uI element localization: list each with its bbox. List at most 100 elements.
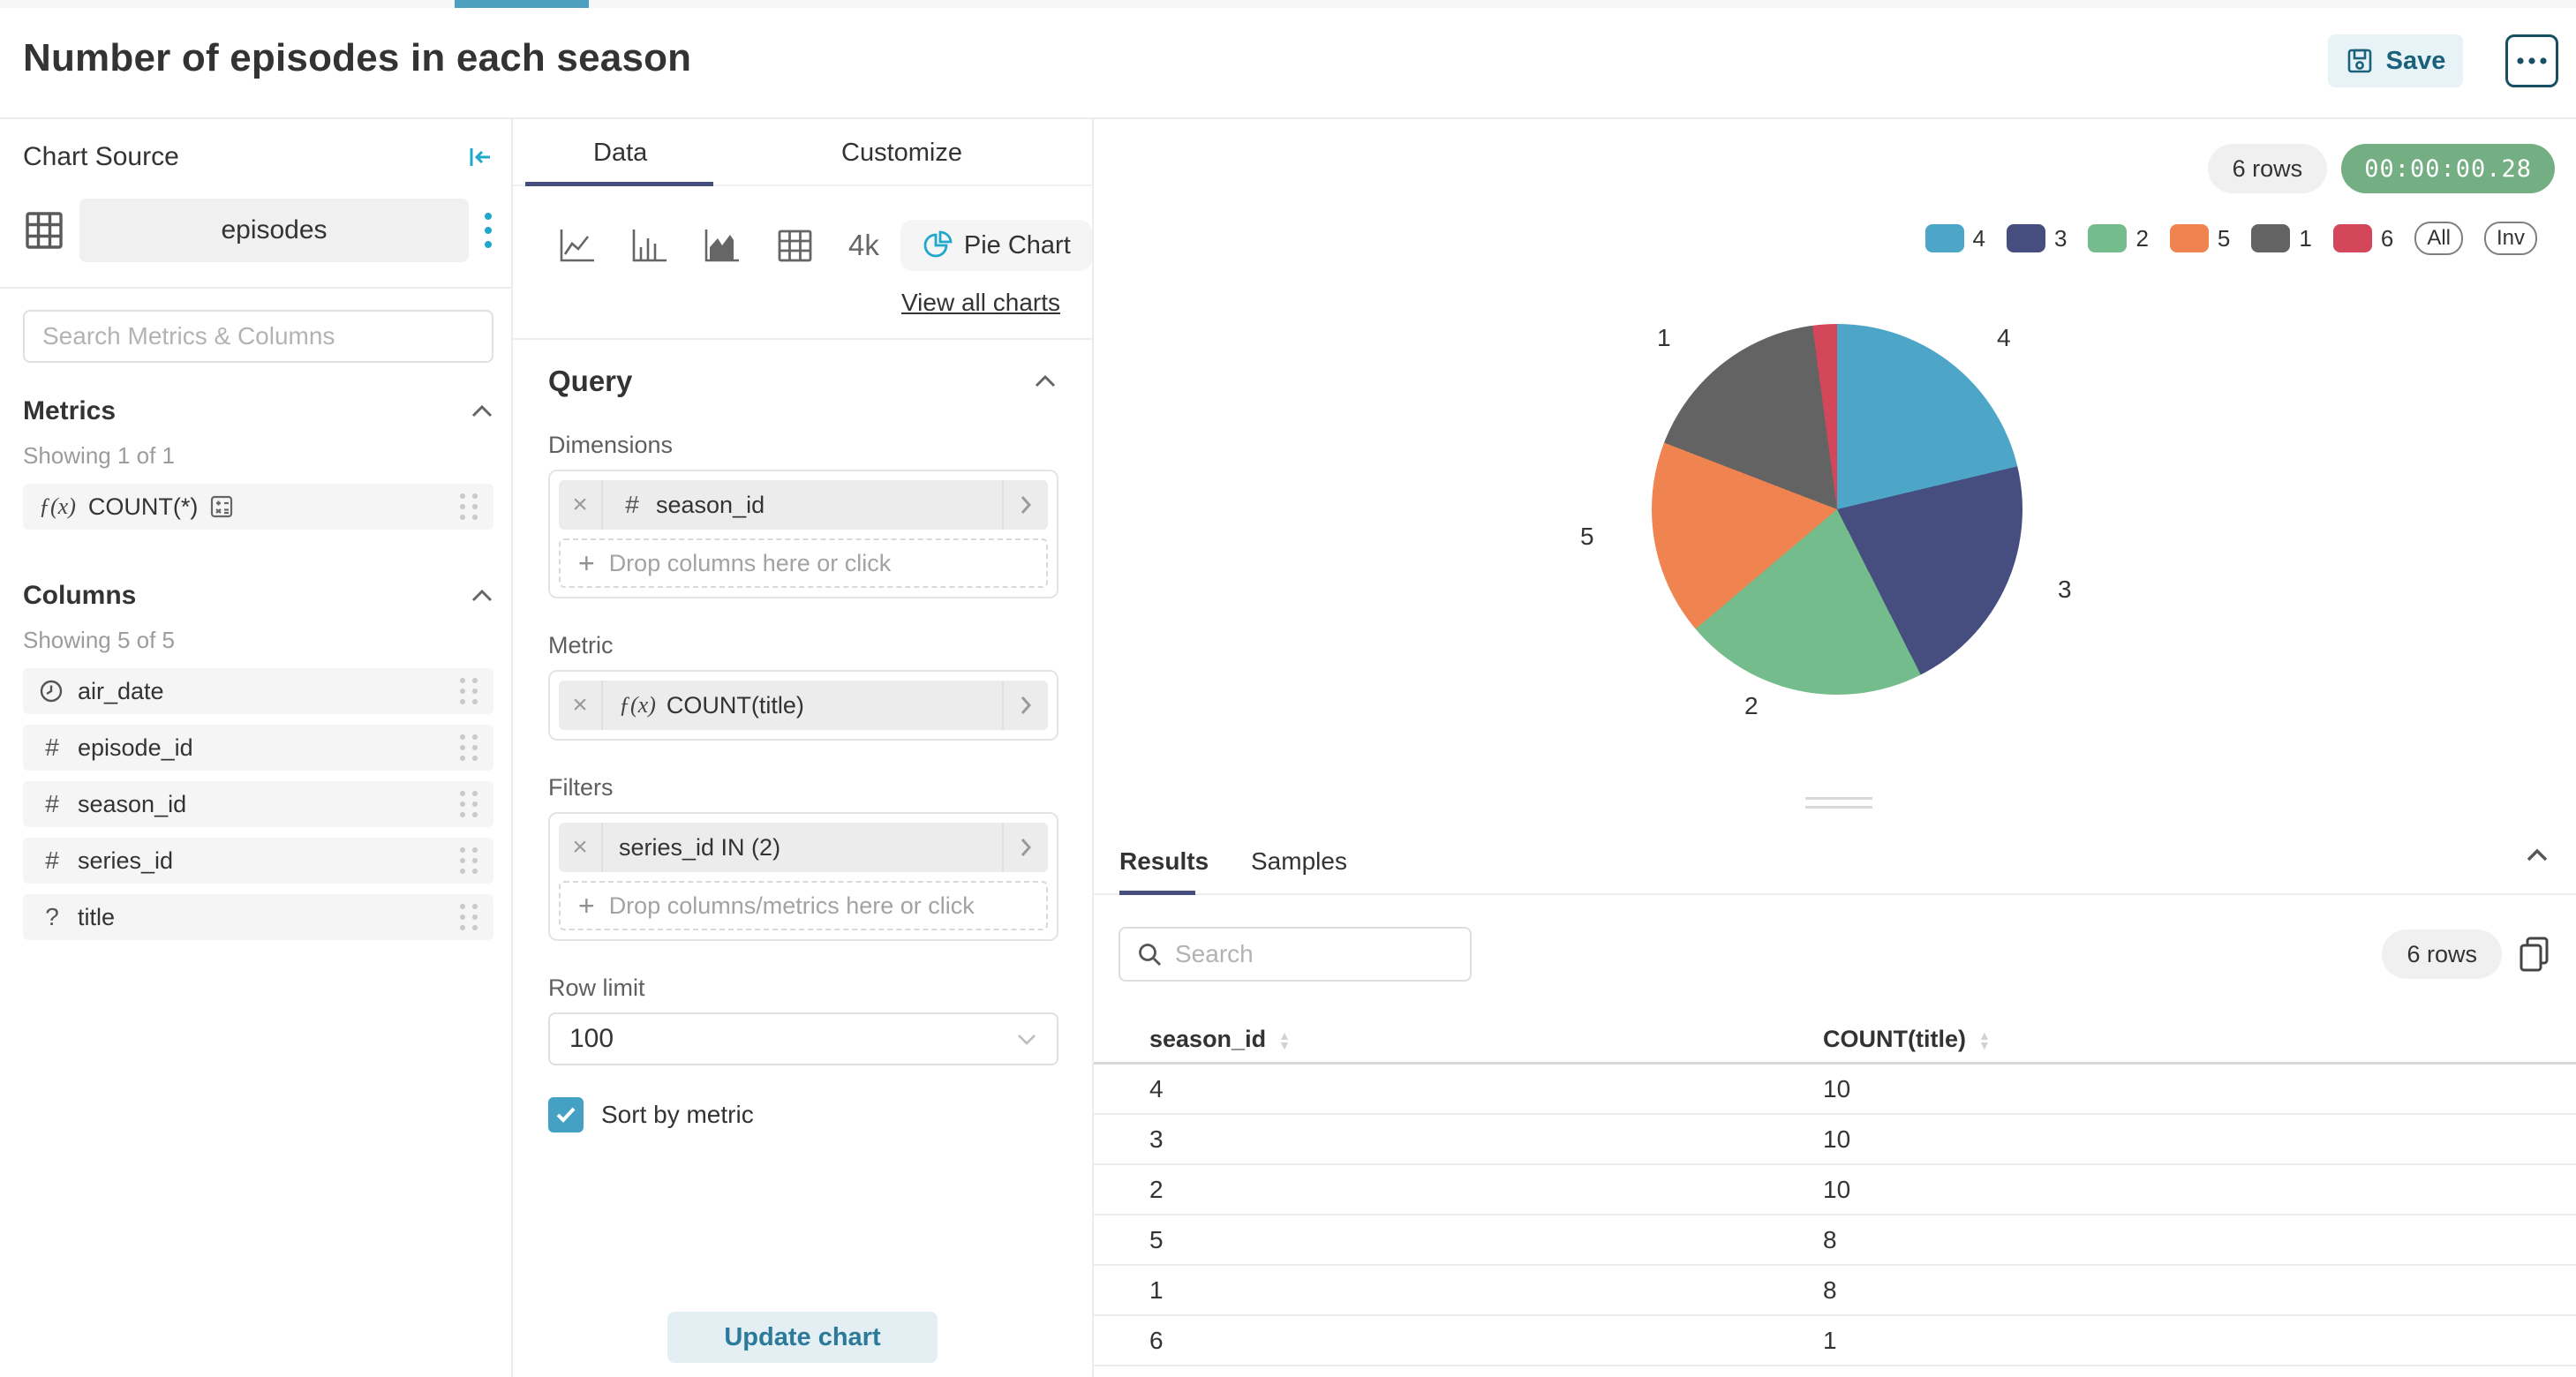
sort-by-metric-checkbox[interactable] (548, 1097, 584, 1132)
tab-samples[interactable]: Samples (1251, 847, 1347, 875)
pie-slice-label: 1 (1657, 324, 1671, 351)
legend-swatch (2251, 224, 2291, 252)
save-button[interactable]: Save (2328, 34, 2463, 87)
column-item-air-date[interactable]: air_date (23, 668, 493, 714)
results-row-count-badge: 6 rows (2382, 929, 2502, 979)
drag-handle-icon[interactable] (460, 678, 478, 704)
column-item-title[interactable]: ? title (23, 894, 493, 940)
remove-icon[interactable]: × (559, 823, 603, 872)
chevron-right-icon[interactable] (1002, 480, 1048, 530)
legend-all-button[interactable]: All (2414, 222, 2463, 255)
metrics-columns-search[interactable] (23, 310, 493, 363)
dimension-pill-season-id[interactable]: × # season_id (559, 480, 1048, 530)
chevron-right-icon[interactable] (1002, 681, 1048, 730)
results-table: season_id ▲ ▼ COUNT(title) ▲ ▼ 4 10 3 10 2 1… (1094, 1015, 2576, 1366)
active-tab-indicator (525, 182, 713, 186)
drag-handle-icon[interactable] (460, 493, 478, 520)
divider (0, 287, 511, 289)
legend-item[interactable]: 2 (2088, 224, 2149, 252)
dimensions-drop-zone[interactable]: + Drop columns here or click (559, 538, 1048, 588)
chevron-down-icon (1016, 1033, 1037, 1046)
dataset-menu-icon[interactable] (483, 211, 493, 250)
dimensions-box: × # season_id + Drop columns here or cli… (548, 470, 1058, 598)
legend-item[interactable]: 1 (2251, 224, 2312, 252)
pie-chart-label: Pie Chart (963, 230, 1071, 260)
save-icon (2346, 47, 2374, 75)
column-header-count-title[interactable]: COUNT(title) ▲ ▼ (1823, 1026, 1991, 1052)
hash-icon: # (45, 734, 59, 761)
drag-handle-icon[interactable] (460, 791, 478, 817)
collapse-panel-icon[interactable] (467, 145, 493, 169)
bar-chart-icon[interactable] (631, 228, 668, 263)
more-options-button[interactable] (2505, 34, 2558, 87)
pie-slice-label: 4 (1997, 324, 2011, 351)
column-item-series-id[interactable]: # series_id (23, 838, 493, 884)
filter-pill-series-id[interactable]: × series_id IN (2) (559, 823, 1048, 872)
chart-type-row: 4k Pie Chart (513, 220, 1092, 271)
copy-icon[interactable] (2518, 935, 2551, 974)
row-count-badge: 6 rows (2207, 144, 2328, 193)
remove-icon[interactable]: × (559, 681, 603, 730)
big-number-chart-icon[interactable]: 4k (848, 229, 879, 261)
chevron-up-icon[interactable] (1034, 374, 1057, 388)
tab-data[interactable]: Data (593, 139, 648, 167)
area-chart-icon[interactable] (704, 228, 741, 263)
chevron-up-icon[interactable] (471, 404, 493, 418)
legend-item[interactable]: 5 (2169, 224, 2230, 252)
tab-results[interactable]: Results (1119, 847, 1209, 875)
view-all-charts-link[interactable]: View all charts (900, 289, 1060, 316)
legend-item[interactable]: 4 (1924, 224, 1985, 252)
drag-handle-icon[interactable] (460, 734, 478, 761)
dimensions-label: Dimensions (548, 432, 674, 458)
drag-handle-icon[interactable] (460, 847, 478, 874)
table-row: 5 8 (1094, 1215, 2576, 1266)
active-nav-indicator (455, 0, 589, 8)
tab-customize[interactable]: Customize (841, 139, 962, 167)
table-chart-icon[interactable] (776, 228, 813, 263)
row-limit-select[interactable]: 100 (548, 1012, 1058, 1065)
column-item-episode-id[interactable]: # episode_id (23, 725, 493, 771)
page-title: Number of episodes in each season (23, 36, 692, 79)
panel-resize-handle[interactable] (1805, 797, 1872, 815)
results-search-input[interactable] (1175, 940, 1454, 968)
drag-handle-icon[interactable] (460, 904, 478, 930)
divider (513, 338, 1092, 340)
columns-count-text: Showing 5 of 5 (23, 627, 176, 653)
filters-label: Filters (548, 774, 614, 801)
legend-item[interactable]: 3 (2006, 224, 2067, 252)
sort-icon[interactable]: ▲ ▼ (1977, 1027, 1991, 1052)
legend-swatch (2088, 224, 2128, 252)
column-item-season-id[interactable]: # season_id (23, 781, 493, 827)
table-header-row: season_id ▲ ▼ COUNT(title) ▲ ▼ (1094, 1015, 2576, 1065)
collapse-results-icon[interactable] (2525, 847, 2550, 863)
update-chart-button[interactable]: Update chart (667, 1312, 938, 1363)
legend-invert-button[interactable]: Inv (2483, 222, 2537, 255)
columns-heading: Columns (23, 581, 137, 610)
top-nav-strip (0, 0, 2576, 8)
dataset-icon (23, 209, 65, 252)
legend-item[interactable]: 6 (2332, 224, 2393, 252)
line-chart-icon[interactable] (559, 228, 596, 263)
pie-legend: 4 3 2 5 1 6 All Inv (1924, 222, 2537, 255)
filters-drop-zone[interactable]: + Drop columns/metrics here or click (559, 881, 1048, 930)
pie-chart-type-button[interactable]: Pie Chart (900, 220, 1092, 271)
column-header-season-id[interactable]: season_id ▲ ▼ (1149, 1026, 1291, 1052)
legend-swatch (1924, 224, 1964, 252)
metric-pill-count-title[interactable]: × ƒ(x) COUNT(title) (559, 681, 1048, 730)
row-limit-label: Row limit (548, 974, 645, 1001)
pie-chart-icon (922, 230, 953, 261)
results-search[interactable] (1119, 927, 1472, 982)
plus-icon: + (578, 546, 595, 579)
metric-item-count-star[interactable]: ƒ(x) COUNT(*) (23, 484, 493, 530)
dataset-name: episodes (221, 215, 328, 245)
pie-chart[interactable] (1652, 324, 2022, 695)
sort-icon[interactable]: ▲ ▼ (1278, 1027, 1291, 1052)
remove-icon[interactable]: × (559, 480, 603, 530)
hash-icon: # (45, 847, 59, 874)
search-input[interactable] (42, 322, 474, 350)
chevron-right-icon[interactable] (1002, 823, 1048, 872)
dataset-selector[interactable]: episodes (79, 199, 469, 262)
row-limit-value: 100 (569, 1024, 614, 1053)
chevron-up-icon[interactable] (471, 589, 493, 603)
results-panel: Results Samples 6 rows (1094, 830, 2576, 1377)
